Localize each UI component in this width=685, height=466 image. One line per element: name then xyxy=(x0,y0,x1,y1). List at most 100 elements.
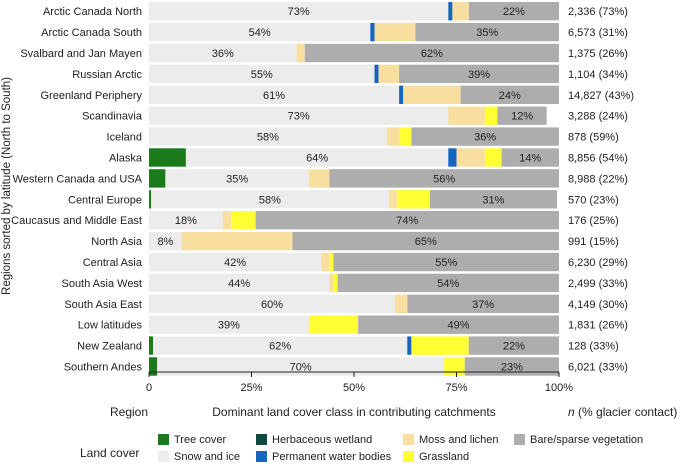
legend-swatch xyxy=(403,451,414,462)
n-label: 570 (23%) xyxy=(568,194,619,206)
category-label: Western Canada and USA xyxy=(13,173,143,185)
legend-label: Tree cover xyxy=(174,434,227,446)
bar-value-label: 73% xyxy=(288,111,310,123)
bar-segment xyxy=(374,64,379,84)
bar-value-label: 55% xyxy=(251,69,273,81)
n-labels: 2,336 (73%) 6,573 (31%) 1,375 (26%) 1,104 (… xyxy=(568,6,634,373)
bar-segment xyxy=(149,211,223,230)
n-label: 3,288 (24%) xyxy=(568,111,628,123)
bar-segment xyxy=(308,315,359,334)
region-header: Region xyxy=(110,405,148,419)
bar-segment xyxy=(448,148,457,167)
bar-segment xyxy=(255,211,559,230)
bar-segment xyxy=(304,43,559,63)
bar-segment xyxy=(456,148,486,167)
bar-value-label: 42% xyxy=(224,257,246,269)
bar-segment xyxy=(403,85,461,104)
bar-value-label: 62% xyxy=(269,341,291,353)
legend-label: Herbaceous wetland xyxy=(272,434,372,446)
bar-segment xyxy=(222,211,231,230)
legend-label: Grassland xyxy=(419,451,469,463)
n-label: 2,336 (73%) xyxy=(568,6,628,18)
bar-segment xyxy=(308,169,330,188)
bar-value-label: 36% xyxy=(212,48,234,60)
bar-value-label: 58% xyxy=(259,194,281,206)
bar-segment xyxy=(448,106,486,125)
bar-segment xyxy=(388,190,398,209)
x-tick-label: 50% xyxy=(343,382,365,394)
bar-value-label: 55% xyxy=(435,257,457,269)
bar-value-label: 54% xyxy=(249,27,271,39)
bar-value-label: 70% xyxy=(290,362,312,374)
bar-value-label: 65% xyxy=(415,236,437,248)
bar-segment xyxy=(485,106,498,125)
y-axis-label: Regions sorted by latitude (North to Sou… xyxy=(1,77,13,295)
bar-segment xyxy=(370,22,375,42)
bar-segment xyxy=(452,2,469,21)
bar-segment xyxy=(411,127,559,146)
bar-labels: 73% 22% 54% 35% 36% 62% 55% 39% 61% 24% 73% 12% 58% 3… xyxy=(157,6,541,373)
bar-value-label: 31% xyxy=(482,194,504,206)
category-label: Central Europe xyxy=(68,194,142,206)
n-label: 1,831 (26%) xyxy=(568,320,628,332)
bar-value-label: 44% xyxy=(228,278,250,290)
n-label: 14,827 (43%) xyxy=(568,90,634,102)
bar-value-label: 12% xyxy=(511,111,533,123)
category-label: Arctic Canada North xyxy=(43,6,142,18)
bar-value-label: 35% xyxy=(476,27,498,39)
bar-value-label: 49% xyxy=(448,320,470,332)
bar-value-label: 39% xyxy=(468,69,490,81)
n-label: 176 (25%) xyxy=(568,215,619,227)
bar-segment xyxy=(485,148,502,167)
bar-segment xyxy=(468,336,559,355)
bar-segment xyxy=(464,357,559,376)
bar-segment xyxy=(153,336,408,355)
bar-segment xyxy=(149,85,400,104)
bar-value-label: 8% xyxy=(157,236,173,248)
bar-segment xyxy=(329,252,334,272)
legend: Tree cover Herbaceous wetland Moss and lic… xyxy=(158,434,643,463)
bar-segment xyxy=(149,148,186,167)
bar-segment xyxy=(231,211,256,230)
n-label: 8,988 (22%) xyxy=(568,173,628,185)
bar-segment xyxy=(149,106,449,125)
category-label: Central Asia xyxy=(83,257,143,269)
n-label: 878 (59%) xyxy=(568,132,619,144)
n-label: 6,021 (33%) xyxy=(568,362,628,374)
legend-swatch xyxy=(256,434,267,445)
bar-value-label: 35% xyxy=(226,173,248,185)
bar-segment xyxy=(415,22,559,42)
bar-segment xyxy=(185,148,449,167)
category-label: South Asia West xyxy=(61,278,142,290)
bar-value-label: 18% xyxy=(175,215,197,227)
bar-segment xyxy=(411,336,469,355)
bar-segment xyxy=(321,252,330,272)
legend-swatch xyxy=(514,434,525,445)
bar-value-label: 39% xyxy=(218,320,240,332)
bar-segment xyxy=(333,273,338,293)
bar-value-label: 58% xyxy=(257,132,279,144)
bar-segment xyxy=(292,231,559,251)
legend-swatch xyxy=(158,451,169,462)
bar-segment xyxy=(181,231,293,251)
bar-segment xyxy=(444,357,465,376)
category-label: Scandinavia xyxy=(82,111,143,123)
bar-segment xyxy=(149,273,330,293)
x-tick-label: 75% xyxy=(445,382,467,394)
bar-segment xyxy=(501,148,559,167)
legend-label: Snow and ice xyxy=(174,451,240,463)
category-label: Greenland Periphery xyxy=(40,90,142,102)
bar-value-label: 22% xyxy=(503,341,525,353)
bar-segment xyxy=(407,294,559,313)
bar-segment xyxy=(399,64,559,84)
bar-value-label: 36% xyxy=(474,132,496,144)
x-tick-label: 100% xyxy=(545,382,573,394)
category-label: Southern Andes xyxy=(64,362,143,374)
n-label: 2,499 (33%) xyxy=(568,278,628,290)
bar-segment xyxy=(429,190,557,209)
x-tick-label: 0 xyxy=(146,382,152,394)
x-tick-label: 25% xyxy=(240,382,262,394)
bar-segment xyxy=(333,252,559,272)
bar-segment xyxy=(149,252,322,272)
